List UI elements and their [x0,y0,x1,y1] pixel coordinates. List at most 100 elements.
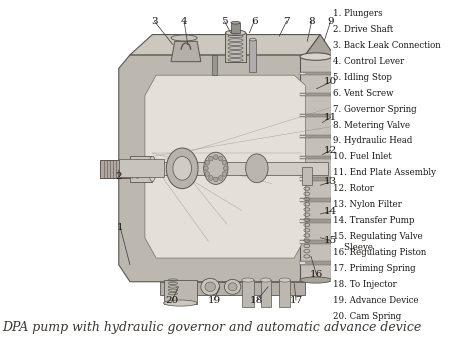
Bar [300,72,331,75]
Text: 19: 19 [207,296,220,305]
Text: 2: 2 [116,172,122,181]
Text: 15: 15 [324,236,337,245]
Bar [119,159,164,177]
Text: 8. Metering Valve: 8. Metering Valve [333,121,410,130]
Text: 9. Hydraulic Head: 9. Hydraulic Head [333,136,412,146]
Ellipse shape [209,156,213,161]
Text: 14: 14 [324,207,337,216]
Bar [300,241,305,243]
Text: 1. Plungers: 1. Plungers [333,9,383,18]
Text: 10. Fuel Inlet: 10. Fuel Inlet [333,152,392,161]
Ellipse shape [222,171,227,176]
Ellipse shape [149,156,156,182]
Text: 3. Back Leak Connection: 3. Back Leak Connection [333,41,441,50]
Polygon shape [145,75,305,258]
Ellipse shape [246,154,268,183]
Text: 4. Control Lever: 4. Control Lever [333,57,404,66]
Text: 18. To Injector: 18. To Injector [333,280,397,289]
Ellipse shape [225,30,246,36]
Polygon shape [171,41,201,62]
Circle shape [201,278,219,295]
Ellipse shape [214,177,218,182]
Ellipse shape [173,156,191,180]
Bar [303,184,310,258]
Ellipse shape [209,176,213,180]
Text: 1: 1 [117,223,124,232]
Text: 6: 6 [251,17,257,26]
Ellipse shape [219,176,223,180]
Bar [225,33,246,62]
Bar [249,40,256,72]
Bar [300,261,331,265]
Text: 16: 16 [310,270,323,279]
Ellipse shape [204,152,228,184]
Bar [231,23,240,33]
Bar [300,73,305,74]
Ellipse shape [279,278,291,282]
Polygon shape [119,55,317,282]
Circle shape [224,279,241,294]
Bar [300,136,305,137]
Bar [212,55,217,75]
Bar [300,198,331,202]
Text: 5. Idling Stop: 5. Idling Stop [333,73,392,82]
Ellipse shape [249,38,256,41]
Bar [331,1,474,329]
Ellipse shape [214,155,218,159]
Text: 20: 20 [165,296,179,305]
Text: 12: 12 [324,146,337,155]
Text: 20. Cam Spring: 20. Cam Spring [333,311,401,321]
Text: 10: 10 [324,78,337,86]
Bar [300,240,331,244]
Ellipse shape [219,156,223,161]
Text: 13: 13 [324,177,337,186]
Bar [300,262,305,264]
Text: 7: 7 [283,17,290,26]
Text: 19. Advance Device: 19. Advance Device [333,295,419,305]
Ellipse shape [261,278,271,282]
Text: 14. Transfer Pump: 14. Transfer Pump [333,216,414,225]
Bar [300,56,331,280]
Bar [261,280,271,307]
Text: 3: 3 [151,17,157,26]
Text: 18: 18 [250,296,264,305]
Circle shape [205,282,215,292]
Bar [300,135,331,138]
Bar [279,280,291,307]
Text: 6. Vent Screw: 6. Vent Screw [333,89,393,98]
Text: 15. Regulating Valve
    Sleeve: 15. Regulating Valve Sleeve [333,232,423,252]
Bar [130,156,152,182]
Ellipse shape [204,166,208,171]
Bar [300,199,305,201]
Circle shape [228,283,237,291]
Text: 5: 5 [221,17,228,26]
Ellipse shape [205,160,210,165]
Text: 7. Governor Spring: 7. Governor Spring [333,105,417,114]
Bar [242,280,254,307]
Ellipse shape [231,21,240,24]
Bar [301,167,312,185]
Bar [164,280,197,304]
Ellipse shape [166,148,198,189]
Ellipse shape [300,53,332,60]
Ellipse shape [171,35,197,41]
Text: 17: 17 [290,296,303,305]
Ellipse shape [223,166,228,171]
Text: 13. Nylon Filter: 13. Nylon Filter [333,200,402,209]
Text: 8: 8 [309,17,315,26]
Bar [300,93,331,96]
Bar [300,219,331,223]
Text: 11: 11 [324,113,337,122]
Text: 11. End Plate Assembly: 11. End Plate Assembly [333,168,436,177]
Ellipse shape [205,171,210,176]
Ellipse shape [242,278,254,282]
Text: 12. Rotor: 12. Rotor [333,184,374,193]
Ellipse shape [222,160,227,165]
Text: DPA pump with hydraulic governor and automatic advance device: DPA pump with hydraulic governor and aut… [2,321,422,334]
Ellipse shape [134,160,141,178]
Polygon shape [305,35,331,265]
Text: 4: 4 [181,17,187,26]
Bar [300,115,305,116]
Text: 9: 9 [328,17,334,26]
Bar [300,94,305,95]
